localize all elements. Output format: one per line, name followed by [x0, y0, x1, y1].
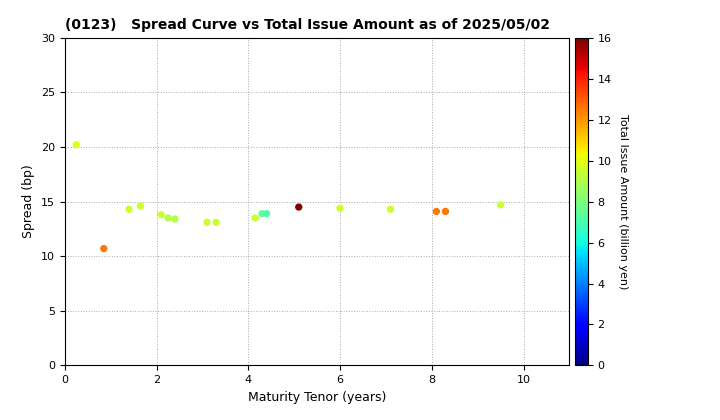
- Y-axis label: Total Issue Amount (billion yen): Total Issue Amount (billion yen): [618, 114, 629, 289]
- Point: [156, 211, 167, 218]
- Point: [71, 142, 82, 148]
- Point: [162, 215, 174, 221]
- Point: [495, 202, 506, 208]
- Point: [431, 208, 442, 215]
- Point: [210, 219, 222, 226]
- X-axis label: Maturity Tenor (years): Maturity Tenor (years): [248, 391, 386, 404]
- Point: [123, 206, 135, 213]
- Point: [135, 202, 146, 209]
- Point: [261, 210, 272, 217]
- Point: [98, 245, 109, 252]
- Point: [293, 204, 305, 210]
- Point: [169, 216, 181, 223]
- Point: [256, 210, 268, 217]
- Y-axis label: Spread (bp): Spread (bp): [22, 165, 35, 239]
- Point: [334, 205, 346, 212]
- Point: [440, 208, 451, 215]
- Point: [249, 215, 261, 221]
- Point: [201, 219, 212, 226]
- Point: [384, 206, 396, 213]
- Text: (0123)   Spread Curve vs Total Issue Amount as of 2025/05/02: (0123) Spread Curve vs Total Issue Amoun…: [65, 18, 550, 32]
